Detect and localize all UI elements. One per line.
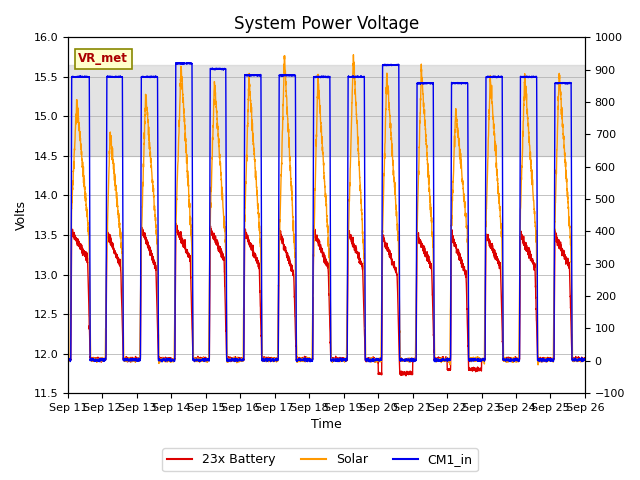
Solar [349,52,357,58]
CM1_in [262,357,270,362]
23x Battery [262,356,270,362]
Solar [533,299,541,305]
CM1_in [581,357,589,362]
X-axis label: Time: Time [311,419,342,432]
CM1_in [531,74,539,80]
Solar [531,217,539,223]
CM1_in [186,60,194,66]
Title: System Power Voltage: System Power Voltage [234,15,419,33]
23x Battery [402,373,410,379]
Solar [534,362,542,368]
Legend: 23x Battery, Solar, CM1_in: 23x Battery, Solar, CM1_in [163,448,477,471]
Solar [388,138,396,144]
Solar [262,356,270,362]
Line: Solar: Solar [68,55,585,365]
Solar [64,359,72,364]
23x Battery [581,356,589,361]
CM1_in [554,81,561,86]
CM1_in [64,356,72,361]
23x Battery [388,259,396,264]
CM1_in [367,359,374,365]
Bar [68,65,585,156]
CM1_in [534,287,541,292]
Solar [126,357,134,362]
CM1_in [126,356,134,362]
23x Battery [531,262,539,267]
Solar [581,356,589,362]
23x Battery [126,356,134,361]
Solar [554,119,561,125]
23x Battery [64,357,72,363]
23x Battery [172,220,180,226]
23x Battery [554,242,561,248]
CM1_in [388,62,396,68]
Line: 23x Battery: 23x Battery [68,223,585,376]
Line: CM1_in: CM1_in [68,63,585,362]
23x Battery [534,348,541,353]
Text: VR_met: VR_met [78,52,128,65]
Y-axis label: Volts: Volts [15,200,28,230]
